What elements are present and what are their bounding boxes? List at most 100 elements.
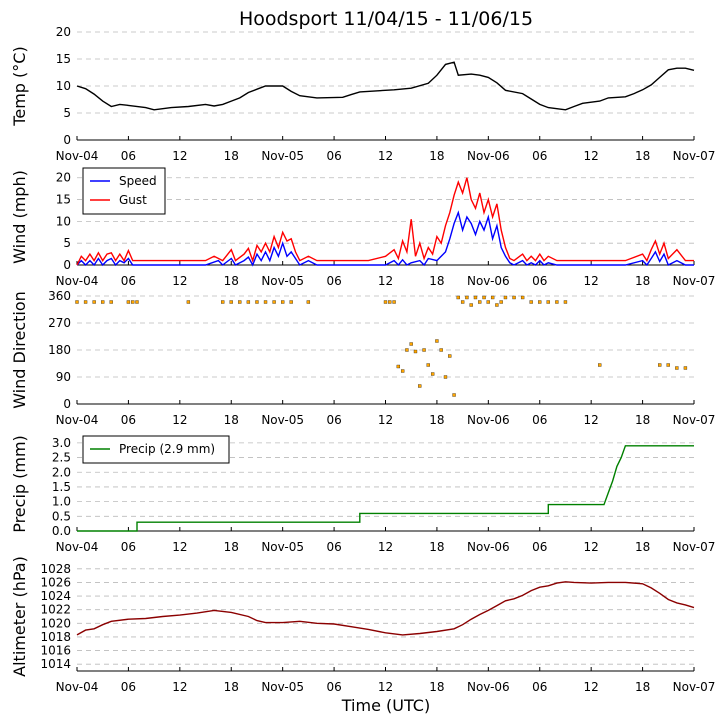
y-tick-label: 0 xyxy=(63,258,71,272)
direction-point xyxy=(499,300,503,304)
direction-point xyxy=(683,366,688,370)
direction-point xyxy=(109,300,113,304)
y-tick-label: 180 xyxy=(48,343,71,357)
direction-point xyxy=(486,300,490,304)
x-tick-label: 12 xyxy=(584,540,599,554)
direction-point xyxy=(452,393,456,397)
y-tick-label: 270 xyxy=(48,316,71,330)
x-tick-label: Nov-04 xyxy=(56,540,99,554)
x-tick-label: 06 xyxy=(326,540,341,554)
x-tick-label: 12 xyxy=(378,413,393,427)
direction-point xyxy=(238,300,242,304)
x-tick-label: 06 xyxy=(121,149,136,163)
y-tick-label: 0.5 xyxy=(52,509,71,523)
direction-point xyxy=(473,295,478,300)
y-tick-label: 10 xyxy=(56,214,71,228)
direction-point xyxy=(246,300,251,304)
x-tick-label: 18 xyxy=(635,413,650,427)
direction-point xyxy=(396,364,401,369)
direction-point xyxy=(495,303,499,307)
x-tick-label: 06 xyxy=(532,274,547,288)
x-tick-label: 12 xyxy=(172,274,187,288)
x-tick-label: 06 xyxy=(121,274,136,288)
y-tick-label: 20 xyxy=(56,171,71,185)
y-axis-label: Wind (mph) xyxy=(10,170,29,264)
y-tick-label: 20 xyxy=(56,25,71,39)
series-line-temp xyxy=(76,61,695,111)
y-tick-label: 15 xyxy=(56,193,71,207)
direction-point xyxy=(255,300,259,304)
x-tick-label: 18 xyxy=(224,274,239,288)
y-tick-label: 0.0 xyxy=(52,524,71,538)
x-tick-label: 18 xyxy=(635,274,650,288)
x-tick-label: 18 xyxy=(635,680,650,694)
x-tick-label: Nov-07 xyxy=(673,540,716,554)
direction-point xyxy=(409,342,413,346)
x-tick-label: Nov-06 xyxy=(467,540,510,554)
y-tick-label: 1020 xyxy=(40,616,71,630)
x-tick-label: 06 xyxy=(532,540,547,554)
x-tick-label: 06 xyxy=(326,680,341,694)
direction-point xyxy=(101,300,105,304)
direction-point xyxy=(229,300,233,304)
y-tick-label: 1014 xyxy=(40,657,71,671)
direction-point xyxy=(675,366,679,370)
x-axis-label: Time (UTC) xyxy=(341,696,430,715)
series-line-precip-2-9-mm- xyxy=(77,445,694,532)
legend-box xyxy=(82,167,166,215)
direction-point xyxy=(563,300,568,304)
x-tick-label: 18 xyxy=(224,540,239,554)
y-tick-label: 1028 xyxy=(40,562,71,576)
direction-point xyxy=(503,295,508,300)
direction-point xyxy=(388,300,392,304)
x-tick-label: Nov-07 xyxy=(673,274,716,288)
direction-point xyxy=(289,300,293,304)
direction-point xyxy=(465,295,469,300)
x-tick-label: Nov-06 xyxy=(467,149,510,163)
x-tick-label: 12 xyxy=(584,680,599,694)
x-tick-label: Nov-05 xyxy=(261,149,304,163)
y-axis-label: Precip (mm) xyxy=(10,435,29,533)
direction-point xyxy=(126,300,131,304)
series-line-altimeter xyxy=(76,581,695,636)
y-tick-label: 1022 xyxy=(40,603,71,617)
x-tick-label: 06 xyxy=(121,413,136,427)
direction-point xyxy=(131,300,135,304)
direction-point xyxy=(383,300,388,304)
x-tick-label: 18 xyxy=(224,149,239,163)
direction-point xyxy=(263,300,268,304)
y-tick-label: 5 xyxy=(63,106,71,120)
x-tick-label: 06 xyxy=(326,274,341,288)
x-tick-label: 18 xyxy=(429,274,444,288)
direction-point xyxy=(413,349,418,354)
y-tick-label: 10 xyxy=(56,79,71,93)
x-tick-label: 12 xyxy=(172,540,187,554)
direction-point xyxy=(281,300,285,304)
x-tick-label: Nov-04 xyxy=(56,149,99,163)
direction-point xyxy=(443,375,448,379)
y-tick-label: 0 xyxy=(63,397,71,411)
direction-point xyxy=(430,372,435,376)
chart-title: Hoodsport 11/04/15 - 11/06/15 xyxy=(239,8,533,30)
direction-point xyxy=(666,363,670,367)
x-tick-label: 12 xyxy=(172,413,187,427)
x-tick-label: Nov-04 xyxy=(56,274,99,288)
direction-point xyxy=(405,348,409,352)
panel-precip: 0.00.51.01.52.02.53.0 Nov-04 06 12 18 Nov-05 0… xyxy=(10,435,715,554)
direction-point xyxy=(460,300,465,304)
x-tick-label: Nov-07 xyxy=(673,680,716,694)
direction-point xyxy=(83,300,88,304)
direction-point xyxy=(478,300,482,304)
direction-point xyxy=(418,384,422,388)
x-tick-label: 06 xyxy=(532,413,547,427)
panel-wind: 0 5 10 15 20 Nov-04 06 12 18 Nov-05 06 12 18 Nov-06 06… xyxy=(10,167,716,288)
direction-point xyxy=(658,363,662,367)
x-tick-label: Nov-04 xyxy=(56,680,99,694)
x-tick-label: 12 xyxy=(172,680,187,694)
x-tick-label: 18 xyxy=(429,680,444,694)
direction-point xyxy=(422,348,426,352)
direction-point xyxy=(400,369,405,373)
direction-point xyxy=(512,295,516,300)
